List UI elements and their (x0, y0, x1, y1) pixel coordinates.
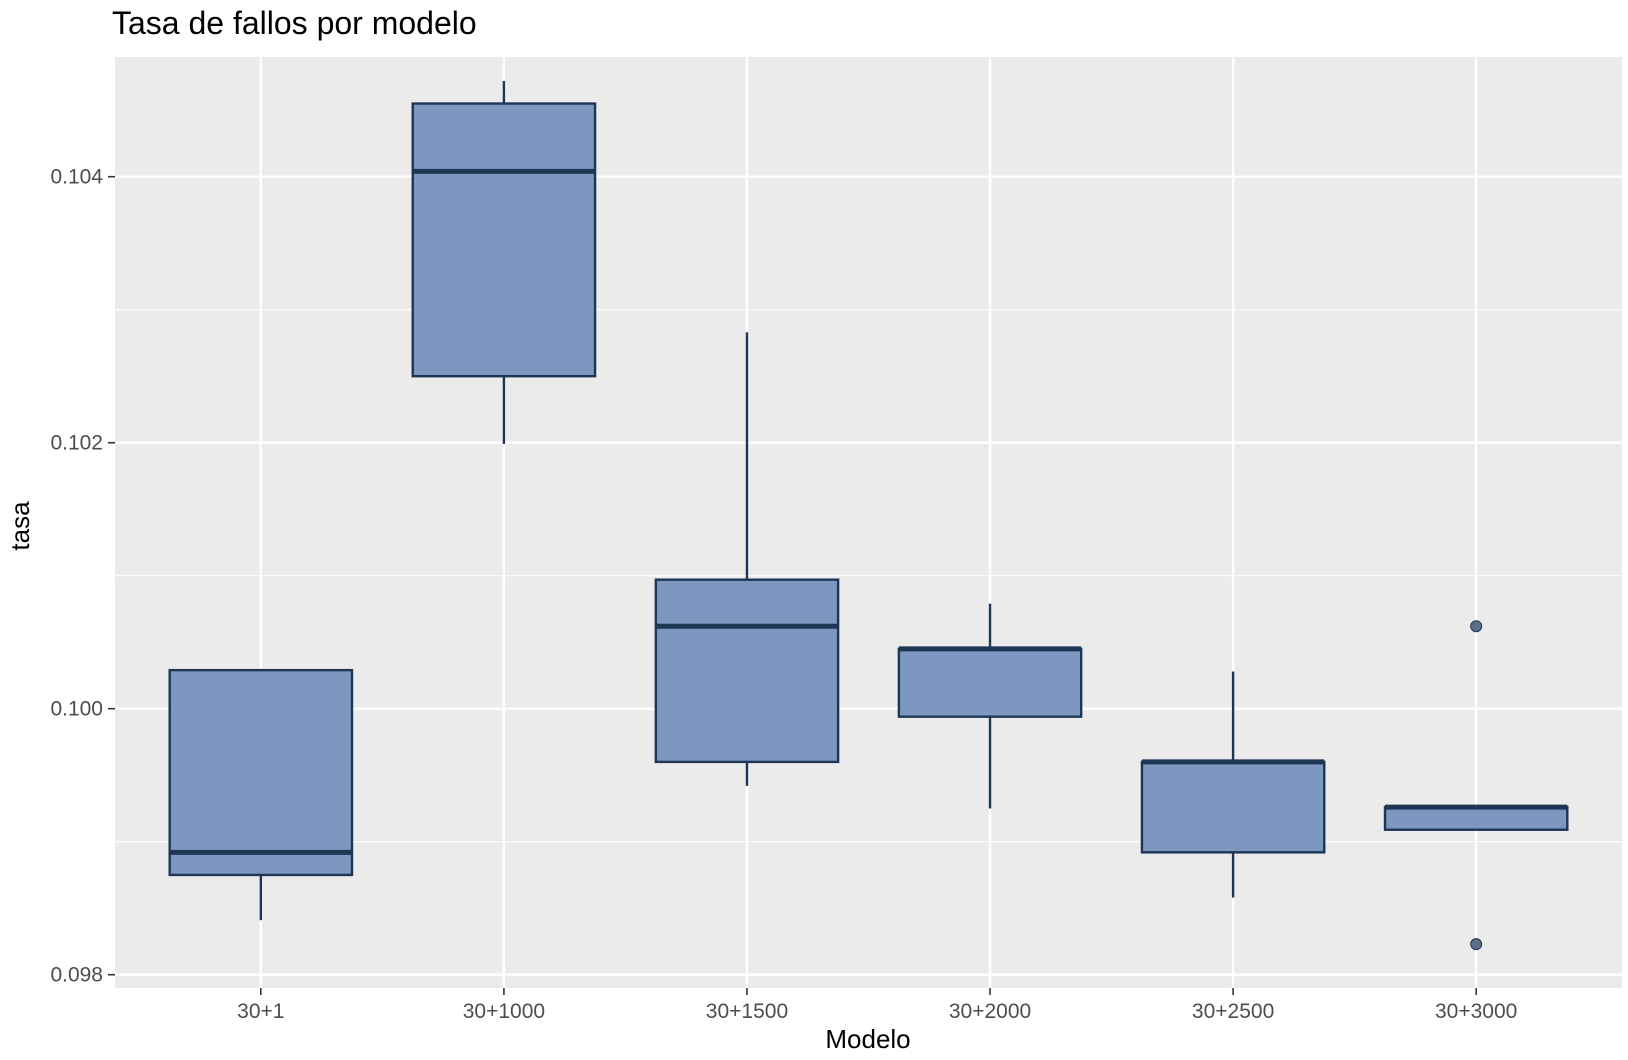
outlier-point (1470, 620, 1483, 633)
x-tick-label: 30+1500 (706, 1000, 788, 1023)
box-30+2500 (1140, 671, 1326, 898)
x-tick-label: 30+2000 (949, 1000, 1031, 1023)
box-30+1 (168, 668, 354, 921)
box-30+3000 (1383, 620, 1569, 951)
box-iqr (168, 668, 354, 877)
box-iqr (1140, 760, 1326, 854)
box-iqr (654, 578, 840, 764)
box-iqr (411, 102, 597, 378)
y-axis-title: tasa (5, 501, 35, 551)
box-30+1500 (654, 332, 840, 786)
y-tick-label: 0.100 (50, 698, 103, 721)
outlier-point (1470, 938, 1483, 951)
y-tick-label: 0.102 (50, 432, 103, 455)
plot-panel (115, 57, 1622, 988)
boxes-layer (168, 80, 1569, 951)
box-iqr (1383, 805, 1569, 831)
x-tick-label: 30+2500 (1192, 1000, 1274, 1023)
x-axis: 30+1 30+1000 30+1500 30+2000 30+2500 30+3000 (237, 988, 1517, 1023)
minor-gridlines (115, 309, 1622, 843)
y-tick-label: 0.098 (50, 964, 103, 987)
box-30+2000 (897, 603, 1083, 809)
x-axis-title: Modelo (825, 1024, 910, 1054)
x-tick-label: 30+1000 (463, 1000, 545, 1023)
box-iqr (897, 647, 1083, 718)
y-axis: 0.098 0.100 0.102 0.104 (50, 166, 115, 987)
x-tick-label: 30+1 (237, 1000, 284, 1023)
x-tick-label: 30+3000 (1435, 1000, 1517, 1023)
chart-title: Tasa de fallos por modelo (112, 5, 477, 41)
y-tick-label: 0.104 (50, 166, 103, 189)
box-30+1000 (411, 80, 597, 445)
